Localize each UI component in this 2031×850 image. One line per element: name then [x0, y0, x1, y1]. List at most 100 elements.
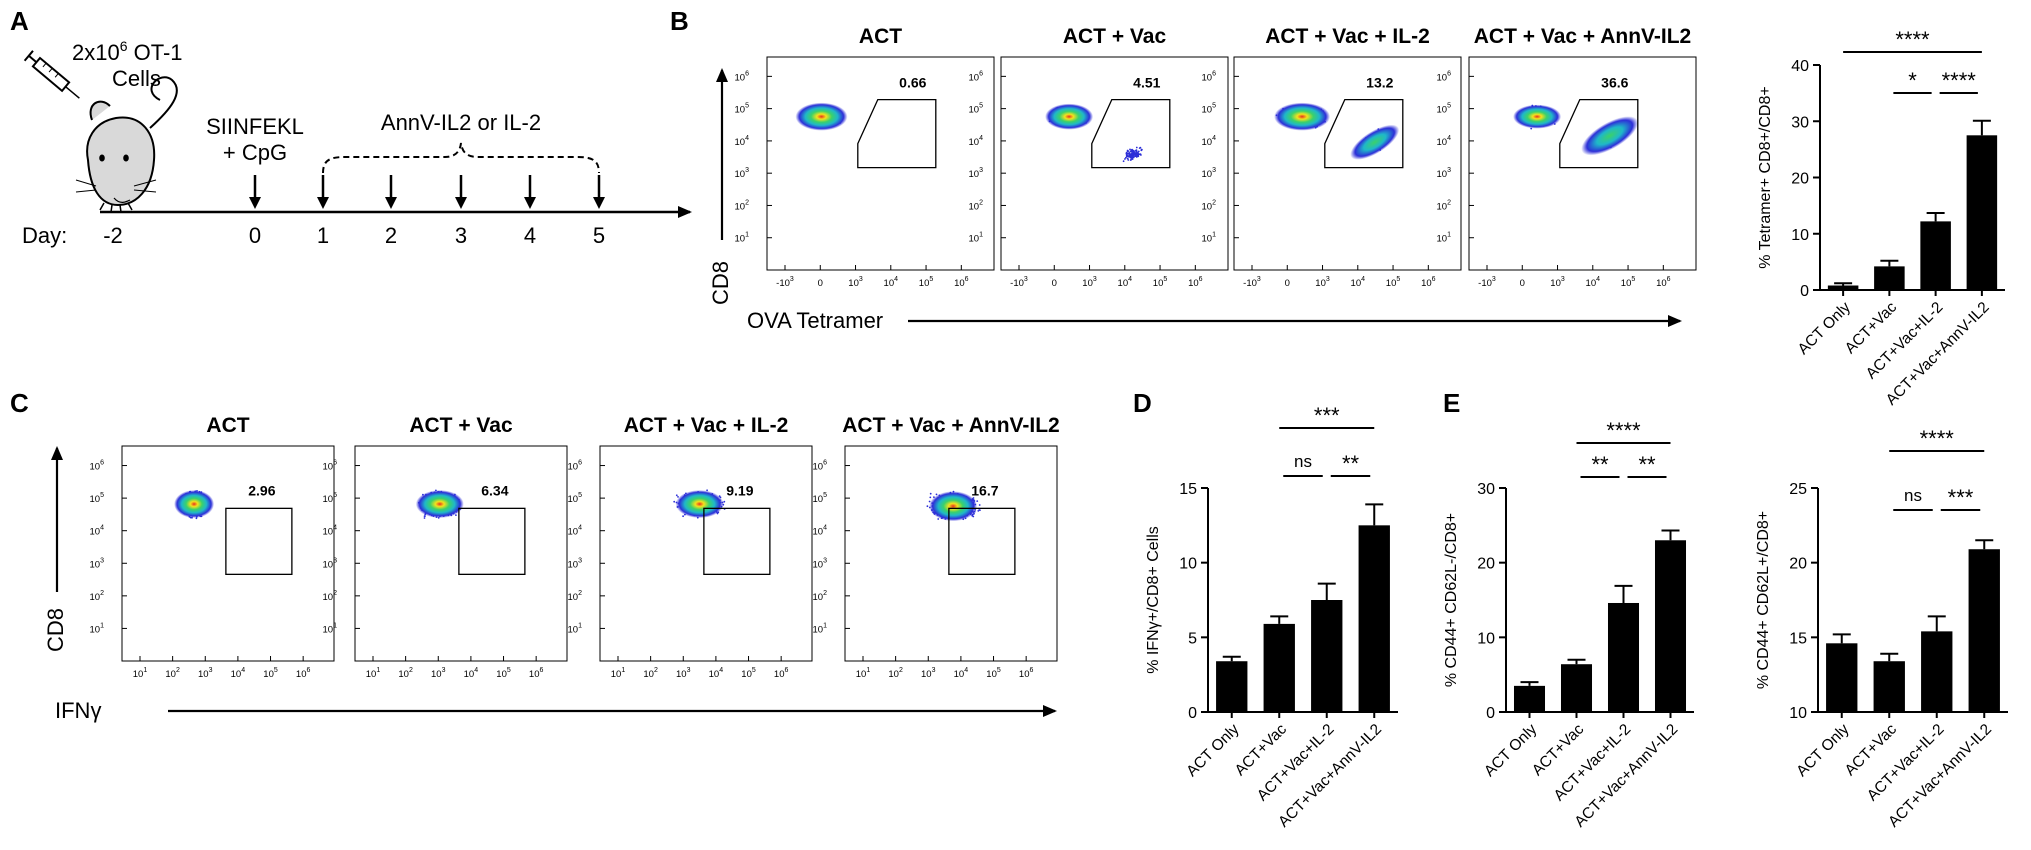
flow-plot-frame	[121, 445, 335, 662]
syringe-icon	[23, 50, 80, 99]
event-dot	[1130, 158, 1133, 161]
day-ticks: -2 0 1 2 3 4 5	[103, 175, 605, 248]
x-tick-label: 103	[198, 667, 213, 680]
x-tick-label: -103	[1010, 276, 1028, 289]
cells-label: 2x106 OT-1	[72, 38, 183, 65]
event-dot	[1137, 153, 1140, 155]
event-dot	[1131, 149, 1134, 152]
y-tick-label: 104	[735, 135, 750, 148]
event-dot	[1128, 155, 1131, 157]
event-dot	[1135, 146, 1138, 149]
schematic-panel: 2x106 OT-1 Cells Day: -2 0 1 2 3 4 5 SIIN	[22, 38, 692, 248]
x-tick-label: 105	[1153, 276, 1168, 289]
day-arrowhead	[249, 197, 261, 209]
flow-plot-frame	[1233, 56, 1462, 271]
x-tick-label: 105	[263, 667, 278, 680]
day-value: 2	[385, 223, 397, 248]
day-value: 3	[455, 223, 467, 248]
density-core	[1513, 104, 1562, 129]
event-dot	[1134, 154, 1137, 157]
treatment-bracket	[322, 142, 600, 174]
y-tick-label: 103	[90, 557, 105, 570]
event-dot	[1140, 154, 1142, 156]
x-tick-label: 106	[1656, 276, 1671, 289]
y-tick-label: 102	[735, 199, 750, 212]
y-tick-label: 104	[90, 525, 105, 538]
event-dot	[1125, 152, 1128, 155]
x-tick-label: 106	[1421, 276, 1436, 289]
day-value: 1	[317, 223, 329, 248]
flow-plot-title: ACT + Vac + AnnV-IL2	[1474, 25, 1691, 48]
event-dot	[1127, 159, 1130, 161]
x-tick-label: 104	[1351, 276, 1366, 289]
x-tick-label: 0	[1052, 278, 1057, 289]
panel-label-e: E	[1443, 388, 1460, 418]
day-value: 0	[249, 223, 261, 248]
flow-plot-frame	[1468, 56, 1697, 271]
flow-plot-title: ACT	[859, 25, 902, 48]
x-tick-label: 104	[1586, 276, 1601, 289]
y-tick-label: 102	[90, 590, 105, 603]
x-tick-label: 105	[919, 276, 934, 289]
x-tick-label: 106	[1188, 276, 1203, 289]
mouse-icon	[75, 76, 178, 213]
y-tick-label: 106	[735, 70, 750, 83]
density-core	[1045, 103, 1094, 130]
x-tick-label: -103	[1478, 276, 1496, 289]
y-tick-label: 103	[735, 167, 750, 180]
x-tick-label: 103	[848, 276, 863, 289]
x-tick-label: 0	[818, 278, 823, 289]
event-dot	[1127, 150, 1130, 153]
gate-percentage: 36.6	[1601, 75, 1628, 91]
flow-plot-title: ACT + Vac	[1063, 25, 1167, 48]
x-tick-label: 103	[1550, 276, 1565, 289]
event-dot	[1135, 153, 1138, 155]
day-arrowhead	[524, 197, 536, 209]
x-tick-label: 106	[296, 667, 311, 680]
density-core	[795, 102, 848, 131]
event-dot	[1138, 147, 1141, 150]
day-arrowhead	[593, 197, 605, 209]
event-dot	[1127, 152, 1130, 155]
density-core	[1274, 102, 1331, 131]
y-axis-label: CD8	[708, 261, 733, 305]
gate-percentage: 13.2	[1366, 75, 1393, 91]
x-tick-label: 101	[133, 667, 148, 680]
x-tick-label: 0	[1520, 278, 1525, 289]
gate-percentage: 4.51	[1133, 75, 1160, 91]
panel-label-c: C	[10, 388, 29, 418]
event-dot	[1134, 150, 1136, 153]
day-arrowhead	[385, 197, 397, 209]
x-tick-label: -103	[1243, 276, 1261, 289]
x-tick-label: 105	[1386, 276, 1401, 289]
flow-plot-title: ACT	[206, 414, 249, 437]
day-value: 5	[593, 223, 605, 248]
day-arrowhead	[455, 197, 467, 209]
x-tick-label: -103	[776, 276, 794, 289]
x-tick-label: 103	[1315, 276, 1330, 289]
x-tick-label: 104	[1118, 276, 1133, 289]
vaccine-label: SIINFEKL	[206, 114, 304, 139]
vaccine-label-2: + CpG	[223, 140, 287, 165]
y-tick-label: 101	[90, 622, 105, 635]
flow-plot-title: ACT + Vac + IL-2	[1265, 25, 1430, 48]
x-tick-label: 106	[954, 276, 969, 289]
day-value: 4	[524, 223, 536, 248]
flow-plot: ACT + Vac + AnnV-IL2101102103104105106-1…	[1437, 25, 1697, 289]
x-tick-label: 104	[231, 667, 246, 680]
event-dot	[1130, 155, 1133, 158]
y-tick-label: 105	[735, 103, 750, 116]
flow-plot-frame	[766, 56, 995, 271]
gate-percentage: 0.66	[899, 75, 926, 91]
cells-label-2: Cells	[112, 66, 161, 91]
flow-plot-frame	[1000, 56, 1229, 271]
event-dot	[1140, 149, 1143, 152]
day-arrowhead	[317, 197, 329, 209]
